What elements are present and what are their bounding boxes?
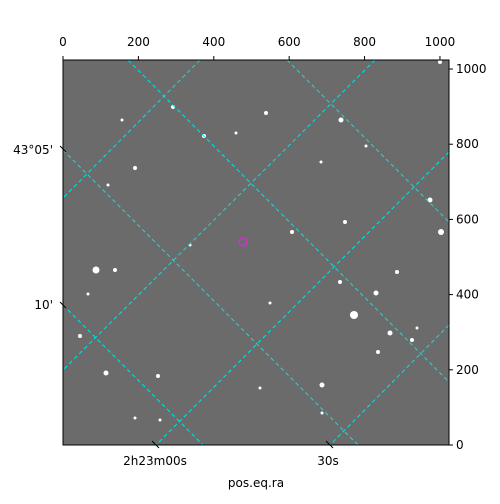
target-marker <box>238 237 248 247</box>
x-tick-label: 1000 <box>425 35 456 49</box>
y-tick-label: 600 <box>456 212 479 226</box>
wcs-ticks <box>59 145 334 449</box>
x-tick-label: 800 <box>353 35 376 49</box>
y-tick-label: 0 <box>456 438 464 452</box>
x-tick-label: 400 <box>202 35 225 49</box>
sky-image <box>63 60 449 445</box>
ra-tick-label: 2h23m00s <box>123 454 187 468</box>
coordinate-grid <box>62 59 450 446</box>
y-tick-label: 800 <box>456 137 479 151</box>
x-axis-label: pos.eq.ra <box>228 476 284 490</box>
y-tick-label: 1000 <box>456 62 487 76</box>
frame <box>62 59 450 446</box>
y-tick-label: 200 <box>456 363 479 377</box>
x-tick-label: 200 <box>127 35 150 49</box>
stars <box>78 60 444 422</box>
ra-tick-label: 30s <box>317 454 339 468</box>
dec-tick-label: 43°05' <box>13 143 53 157</box>
x-tick-label: 0 <box>59 35 67 49</box>
dec-tick-label: 10' <box>34 298 53 312</box>
x-tick-label: 600 <box>278 35 301 49</box>
y-tick-label: 400 <box>456 288 479 302</box>
